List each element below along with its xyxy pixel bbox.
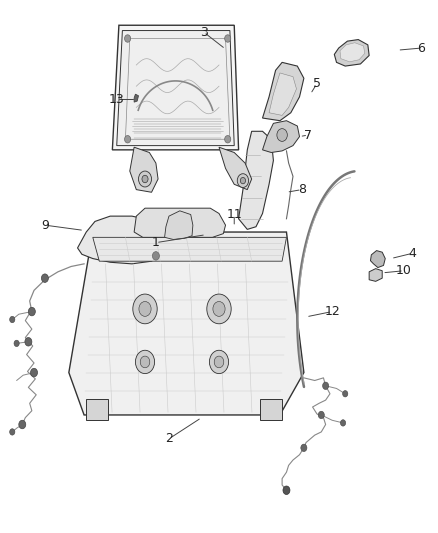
Circle shape xyxy=(209,350,229,374)
Polygon shape xyxy=(269,73,297,115)
Circle shape xyxy=(124,135,131,143)
Circle shape xyxy=(343,391,348,397)
Circle shape xyxy=(28,308,35,316)
Polygon shape xyxy=(219,147,252,190)
Polygon shape xyxy=(239,131,273,229)
Polygon shape xyxy=(134,208,226,237)
Circle shape xyxy=(207,294,231,324)
Polygon shape xyxy=(113,25,239,150)
Circle shape xyxy=(322,382,328,390)
Text: 7: 7 xyxy=(304,128,312,141)
Circle shape xyxy=(142,175,148,183)
Circle shape xyxy=(140,356,150,368)
Circle shape xyxy=(25,337,32,346)
Circle shape xyxy=(213,302,225,317)
Circle shape xyxy=(139,302,151,317)
Circle shape xyxy=(124,35,131,42)
Text: 4: 4 xyxy=(409,247,417,260)
Circle shape xyxy=(10,429,15,435)
Bar xyxy=(86,399,108,420)
Polygon shape xyxy=(134,94,138,102)
Polygon shape xyxy=(117,30,234,146)
Polygon shape xyxy=(371,251,385,268)
Polygon shape xyxy=(165,211,193,239)
Text: 11: 11 xyxy=(226,208,242,221)
Text: 1: 1 xyxy=(152,236,160,249)
Polygon shape xyxy=(340,43,365,62)
Polygon shape xyxy=(369,269,382,281)
Circle shape xyxy=(152,252,159,260)
Polygon shape xyxy=(262,62,304,120)
Circle shape xyxy=(135,350,155,374)
Bar xyxy=(260,399,282,420)
Circle shape xyxy=(237,174,249,188)
Text: 13: 13 xyxy=(109,93,124,106)
Circle shape xyxy=(340,419,346,426)
Text: 6: 6 xyxy=(417,42,425,54)
Text: 5: 5 xyxy=(313,77,321,90)
Circle shape xyxy=(277,128,287,141)
Text: 2: 2 xyxy=(165,432,173,446)
Circle shape xyxy=(318,411,324,419)
Polygon shape xyxy=(262,120,300,152)
Circle shape xyxy=(10,317,15,322)
Text: 9: 9 xyxy=(41,219,49,232)
Text: 3: 3 xyxy=(200,26,208,38)
Circle shape xyxy=(19,420,26,429)
Polygon shape xyxy=(334,39,369,66)
Polygon shape xyxy=(69,232,304,415)
Circle shape xyxy=(240,177,246,184)
Circle shape xyxy=(301,444,307,451)
Text: 12: 12 xyxy=(324,305,340,318)
Text: 8: 8 xyxy=(298,183,306,196)
Polygon shape xyxy=(78,216,167,264)
Polygon shape xyxy=(130,147,158,192)
Circle shape xyxy=(133,294,157,324)
Text: 10: 10 xyxy=(396,264,412,277)
Circle shape xyxy=(225,135,231,143)
Circle shape xyxy=(283,486,290,495)
Circle shape xyxy=(31,368,38,377)
Circle shape xyxy=(225,35,231,42)
Circle shape xyxy=(14,340,19,346)
Circle shape xyxy=(138,171,152,187)
Circle shape xyxy=(214,356,224,368)
Polygon shape xyxy=(93,237,286,261)
Circle shape xyxy=(42,274,48,282)
